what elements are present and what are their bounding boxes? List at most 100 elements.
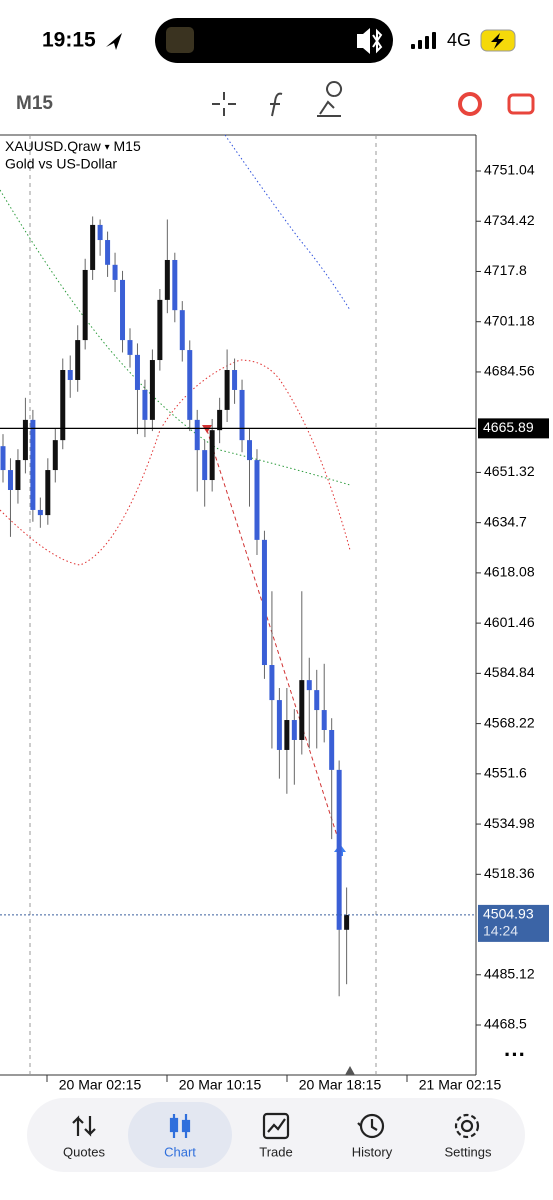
y-tick-label: 4684.56	[484, 363, 535, 379]
candle-body	[97, 224, 103, 241]
candle-body	[172, 259, 178, 311]
candle-body	[276, 700, 282, 750]
candle-body	[0, 446, 6, 471]
candle-body	[329, 729, 335, 770]
x-tick-label: 20 Mar 10:15	[179, 1077, 262, 1093]
candle-body	[321, 710, 327, 730]
candle-body	[37, 509, 43, 516]
candle-body	[90, 224, 96, 270]
y-tick-label: 4734.42	[484, 212, 535, 228]
symbol: XAUUSD.Qraw ▾ M15	[5, 138, 141, 154]
x-tick-label: 21 Mar 02:15	[419, 1077, 502, 1093]
bid-label: 4504.93	[483, 906, 534, 922]
candle-body	[134, 354, 140, 390]
candle-body	[254, 460, 260, 540]
y-tick-label: 4485.12	[484, 965, 535, 981]
y-tick-label: 4468.5	[484, 1016, 527, 1032]
tab-bar	[27, 1098, 525, 1172]
y-tick-label: 4568.22	[484, 714, 535, 730]
x-tick-label: 20 Mar 02:15	[59, 1077, 142, 1093]
more-menu[interactable]: ···	[504, 1042, 526, 1067]
bid-box	[478, 904, 549, 942]
signal-icon	[411, 32, 436, 49]
ma-slow	[224, 134, 351, 311]
charge-icon	[491, 33, 504, 49]
candle-body	[75, 340, 81, 380]
candle-body	[15, 460, 21, 491]
candle-body	[67, 370, 73, 380]
candle-body	[187, 350, 193, 420]
candle-body	[247, 440, 253, 461]
tab-label[interactable]: Quotes	[63, 1144, 105, 1159]
candle-body	[269, 665, 275, 701]
symbol-name: XAUUSD.Qraw	[5, 138, 102, 154]
x-tick-label: 20 Mar 18:15	[299, 1077, 382, 1093]
ma-medium	[0, 189, 351, 486]
trade-line	[206, 429, 341, 846]
candle-body	[239, 389, 245, 441]
candle-body	[149, 360, 155, 420]
candle-body	[52, 440, 58, 471]
candle-body	[127, 340, 133, 355]
candle-body	[224, 370, 230, 410]
candle-body	[45, 470, 51, 516]
candle-body	[60, 370, 66, 441]
candle-body	[22, 419, 28, 461]
candle-body	[7, 470, 13, 491]
candle-body	[120, 279, 126, 341]
price-line-box	[478, 418, 549, 439]
app-thumb	[166, 27, 194, 53]
speaker-icon	[357, 28, 370, 54]
candle-body	[217, 409, 223, 431]
tab-label[interactable]: History	[352, 1144, 393, 1159]
y-tick-label: 4618.08	[484, 564, 535, 580]
candle-body	[232, 370, 238, 390]
active-tab	[128, 1102, 232, 1168]
shift-marker	[345, 1066, 355, 1075]
y-tick-label: 4751.04	[484, 162, 535, 178]
candle-body	[112, 264, 118, 280]
clock: 19:15	[42, 29, 96, 52]
timeframe[interactable]: M15	[16, 93, 53, 114]
candle-body	[261, 539, 267, 666]
dropdown: ▾	[105, 142, 110, 153]
candle-body	[299, 680, 305, 740]
envelope	[0, 359, 351, 566]
y-tick-label: 4651.32	[484, 463, 535, 479]
candle-body	[291, 720, 297, 740]
candle-body	[284, 720, 290, 750]
candle-body	[30, 419, 36, 510]
y-tick-label: 4717.8	[484, 262, 527, 278]
location-icon	[106, 33, 122, 50]
price-line-label: 4665.89	[483, 419, 534, 435]
candle-body	[157, 299, 163, 361]
candle-body	[306, 680, 312, 691]
network: 4G	[447, 30, 471, 50]
countdown: 14:24	[483, 923, 518, 939]
candle-body	[314, 690, 320, 711]
symbol-description: Gold vs US-Dollar	[5, 156, 117, 172]
y-tick-label: 4584.84	[484, 664, 535, 680]
toolbar-icons[interactable]	[212, 81, 535, 117]
candle-body	[142, 389, 148, 420]
candle-body	[164, 259, 170, 300]
y-tick-label: 4634.7	[484, 513, 527, 529]
bt-icon	[372, 28, 383, 54]
candle-body	[209, 430, 215, 481]
tab-label[interactable]: Settings	[445, 1144, 492, 1159]
candle-body	[202, 450, 208, 481]
candle-body	[105, 240, 111, 265]
candle-body	[344, 914, 350, 930]
tab-label[interactable]: Chart	[164, 1144, 196, 1159]
candle-body	[82, 269, 88, 341]
candle-body	[336, 769, 342, 930]
y-tick-label: 4701.18	[484, 312, 535, 328]
candle-body	[179, 310, 185, 351]
y-tick-label: 4518.36	[484, 865, 535, 881]
tab-label[interactable]: Trade	[259, 1144, 292, 1159]
chart-timeframe: M15	[114, 138, 141, 154]
y-tick-label: 4601.46	[484, 614, 535, 630]
candle-body	[194, 419, 200, 451]
dynamic-island	[155, 18, 393, 63]
